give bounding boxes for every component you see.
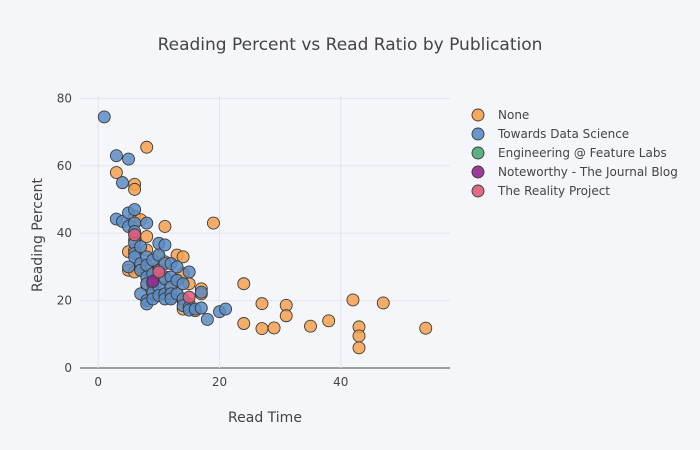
x-axis-title: Read Time bbox=[228, 410, 302, 426]
data-point[interactable] bbox=[122, 260, 135, 274]
legend-marker bbox=[471, 108, 485, 122]
data-point[interactable] bbox=[267, 321, 281, 335]
legend-item[interactable]: Engineering @ Feature Labs bbox=[471, 146, 667, 160]
data-point[interactable] bbox=[304, 319, 317, 333]
data-point[interactable] bbox=[182, 290, 196, 304]
x-tick-label: 20 bbox=[212, 375, 227, 389]
data-point[interactable] bbox=[170, 260, 184, 274]
data-point[interactable] bbox=[279, 309, 293, 323]
data-point[interactable] bbox=[140, 140, 154, 154]
y-axis-title: Reading Percent bbox=[30, 178, 46, 292]
data-point[interactable] bbox=[352, 341, 366, 355]
data-point[interactable] bbox=[146, 274, 160, 288]
legend-label: Noteworthy - The Journal Blog bbox=[498, 165, 678, 179]
legend-label: None bbox=[498, 108, 529, 122]
legend-item[interactable]: The Reality Project bbox=[471, 184, 610, 198]
legend-item[interactable]: Towards Data Science bbox=[471, 127, 629, 141]
data-point[interactable] bbox=[116, 176, 129, 190]
data-point[interactable] bbox=[194, 301, 208, 315]
y-tick-label: 60 bbox=[57, 159, 72, 173]
legend-label: Engineering @ Feature Labs bbox=[498, 146, 667, 160]
data-point[interactable] bbox=[376, 296, 390, 310]
x-tick-label: 0 bbox=[94, 375, 102, 389]
data-point[interactable] bbox=[419, 321, 433, 335]
data-point[interactable] bbox=[206, 216, 220, 230]
data-point[interactable] bbox=[134, 240, 148, 254]
data-point[interactable] bbox=[182, 265, 196, 279]
series-3 bbox=[146, 274, 160, 288]
legend-label: Towards Data Science bbox=[497, 127, 629, 141]
legend-item[interactable]: None bbox=[471, 108, 529, 122]
legend-marker bbox=[471, 146, 485, 160]
data-point[interactable] bbox=[128, 228, 142, 242]
data-point[interactable] bbox=[158, 219, 172, 233]
data-point[interactable] bbox=[237, 317, 251, 330]
y-tick-label: 20 bbox=[57, 294, 72, 308]
data-point[interactable] bbox=[158, 238, 172, 252]
chart-title: Reading Percent vs Read Ratio by Publica… bbox=[158, 35, 543, 55]
y-tick-label: 40 bbox=[57, 226, 72, 240]
data-point[interactable] bbox=[194, 285, 208, 299]
data-point[interactable] bbox=[128, 182, 142, 196]
data-point[interactable] bbox=[152, 265, 166, 279]
data-point[interactable] bbox=[255, 297, 269, 311]
data-points bbox=[97, 110, 433, 355]
y-tick-label: 0 bbox=[64, 361, 72, 375]
y-tick-label: 80 bbox=[57, 91, 72, 105]
data-point[interactable] bbox=[255, 322, 269, 336]
data-point[interactable] bbox=[322, 314, 336, 328]
series-4 bbox=[128, 228, 196, 304]
data-point[interactable] bbox=[128, 203, 142, 217]
data-point[interactable] bbox=[200, 313, 214, 326]
legend-item[interactable]: Noteworthy - The Journal Blog bbox=[471, 165, 678, 179]
x-tick-label: 40 bbox=[333, 375, 348, 389]
data-point[interactable] bbox=[352, 329, 366, 343]
legend-marker bbox=[471, 184, 485, 198]
data-point[interactable] bbox=[97, 110, 111, 124]
data-point[interactable] bbox=[109, 149, 123, 163]
data-point[interactable] bbox=[176, 277, 190, 291]
axes: 0 20 40 60 80 0 20 40 bbox=[57, 91, 349, 389]
data-point[interactable] bbox=[122, 152, 135, 166]
data-point[interactable] bbox=[346, 293, 360, 307]
legend[interactable]: None Towards Data Science Engineering @ Fe… bbox=[471, 108, 678, 198]
legend-label: The Reality Project bbox=[497, 184, 610, 198]
data-point[interactable] bbox=[140, 216, 154, 230]
legend-marker bbox=[471, 127, 485, 141]
data-point[interactable] bbox=[219, 302, 233, 316]
series-1 bbox=[97, 110, 233, 326]
data-point[interactable] bbox=[237, 277, 251, 291]
legend-marker bbox=[471, 165, 485, 179]
data-point[interactable] bbox=[176, 250, 190, 264]
data-point[interactable] bbox=[109, 166, 123, 179]
